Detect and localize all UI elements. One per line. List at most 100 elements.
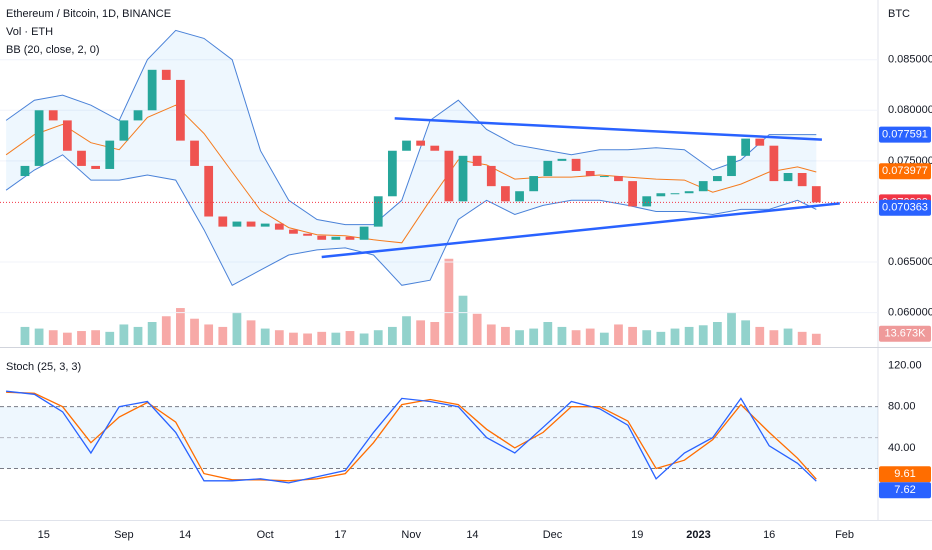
x-tick-label: Feb	[835, 529, 854, 541]
volume-bar	[119, 324, 129, 345]
volume-bar	[698, 325, 708, 345]
volume-bar	[486, 324, 496, 345]
volume-bar	[20, 326, 30, 345]
volume-bar	[218, 326, 228, 345]
price-label-box	[879, 126, 931, 143]
candle	[614, 176, 623, 182]
volume-bar	[557, 326, 567, 345]
volume-bar	[274, 330, 284, 345]
bb-fill	[6, 30, 817, 286]
volume-bar	[515, 330, 524, 345]
price-label: 9.61	[894, 468, 915, 480]
volume-bar	[501, 326, 510, 345]
volume-bar	[670, 328, 680, 345]
volume-bar	[712, 322, 722, 345]
y-tick-label: 80.00	[888, 401, 916, 413]
candle	[585, 170, 595, 177]
volume-bar	[684, 326, 694, 345]
price-label-box	[879, 482, 931, 499]
price-label: 13.673K	[885, 328, 927, 340]
candle	[147, 69, 157, 111]
volume-bar	[303, 333, 312, 345]
symbol-title: Ethereum / Bitcoin, 1D, BINANCE	[6, 8, 171, 20]
y-tick-label: 0.085000	[888, 54, 932, 66]
candle	[91, 165, 100, 169]
x-tick-label: 17	[334, 529, 346, 541]
trendline	[394, 117, 822, 141]
candle	[599, 176, 609, 178]
candle	[176, 79, 185, 141]
price-label-box	[879, 163, 931, 180]
volume-bar	[387, 326, 397, 345]
candle	[387, 150, 397, 197]
candle	[628, 181, 637, 207]
price-label-box	[879, 466, 931, 483]
candle	[20, 165, 30, 177]
volume-bar	[599, 332, 609, 345]
volume-bar	[232, 312, 242, 345]
candle	[119, 120, 129, 141]
stoch-band	[0, 406, 878, 469]
candle	[543, 160, 553, 177]
plot-layer: 13.673K0.0850000.0800000.0750000.0650000…	[0, 29, 932, 541]
candle	[62, 120, 72, 151]
volume-bar	[628, 326, 637, 345]
volume-bar	[246, 320, 256, 345]
x-tick-label: Sep	[114, 529, 134, 541]
volume-bar	[402, 316, 411, 345]
candle	[161, 69, 171, 80]
volume-bar	[529, 328, 539, 345]
volume-bar	[797, 331, 807, 345]
candle	[769, 145, 779, 182]
stoch-title: Stoch (25, 3, 3)	[6, 361, 81, 373]
candle	[811, 186, 821, 203]
candle	[133, 110, 143, 121]
candle	[430, 145, 440, 151]
volume-bar	[34, 328, 44, 345]
volume-bar	[373, 330, 383, 345]
volume-bar	[133, 326, 143, 345]
x-tick-label: 19	[631, 529, 643, 541]
volume-bar	[571, 330, 581, 345]
candle	[34, 110, 44, 166]
candle	[190, 140, 199, 166]
volume-bar	[444, 258, 454, 345]
candle	[402, 140, 411, 151]
candle	[345, 236, 355, 240]
candle	[274, 223, 284, 230]
x-tick-label: 14	[179, 529, 191, 541]
candle	[712, 176, 722, 182]
volume-bar	[91, 330, 100, 345]
candle	[656, 193, 666, 197]
candle	[797, 173, 807, 187]
y-tick-label: 0.080000	[888, 104, 932, 116]
price-label: 0.070363	[882, 202, 928, 214]
y-tick-label: 0.060000	[888, 307, 932, 319]
candle	[458, 155, 468, 202]
volume-bar	[642, 330, 652, 345]
volume-bar	[359, 333, 369, 345]
candle	[684, 191, 694, 194]
volume-bar	[585, 328, 595, 345]
volume-bar	[727, 312, 736, 345]
candle	[515, 191, 524, 202]
volume-bar	[430, 322, 440, 345]
volume-bar	[289, 332, 298, 345]
bb-lower	[5, 154, 817, 286]
volume-bar	[48, 330, 58, 345]
candle	[373, 196, 383, 227]
candle	[472, 155, 482, 166]
candle	[232, 221, 242, 227]
y-tick-label: 120.00	[888, 359, 922, 371]
price-label-box	[879, 199, 931, 216]
volume-bar	[176, 308, 185, 345]
x-tick-label: Oct	[257, 529, 274, 541]
x-tick-label: Nov	[401, 529, 421, 541]
volume-bar	[656, 331, 666, 345]
volume-bar	[769, 330, 779, 345]
candle	[77, 150, 86, 166]
volume-bar	[190, 318, 199, 345]
volume-bar	[204, 324, 214, 345]
